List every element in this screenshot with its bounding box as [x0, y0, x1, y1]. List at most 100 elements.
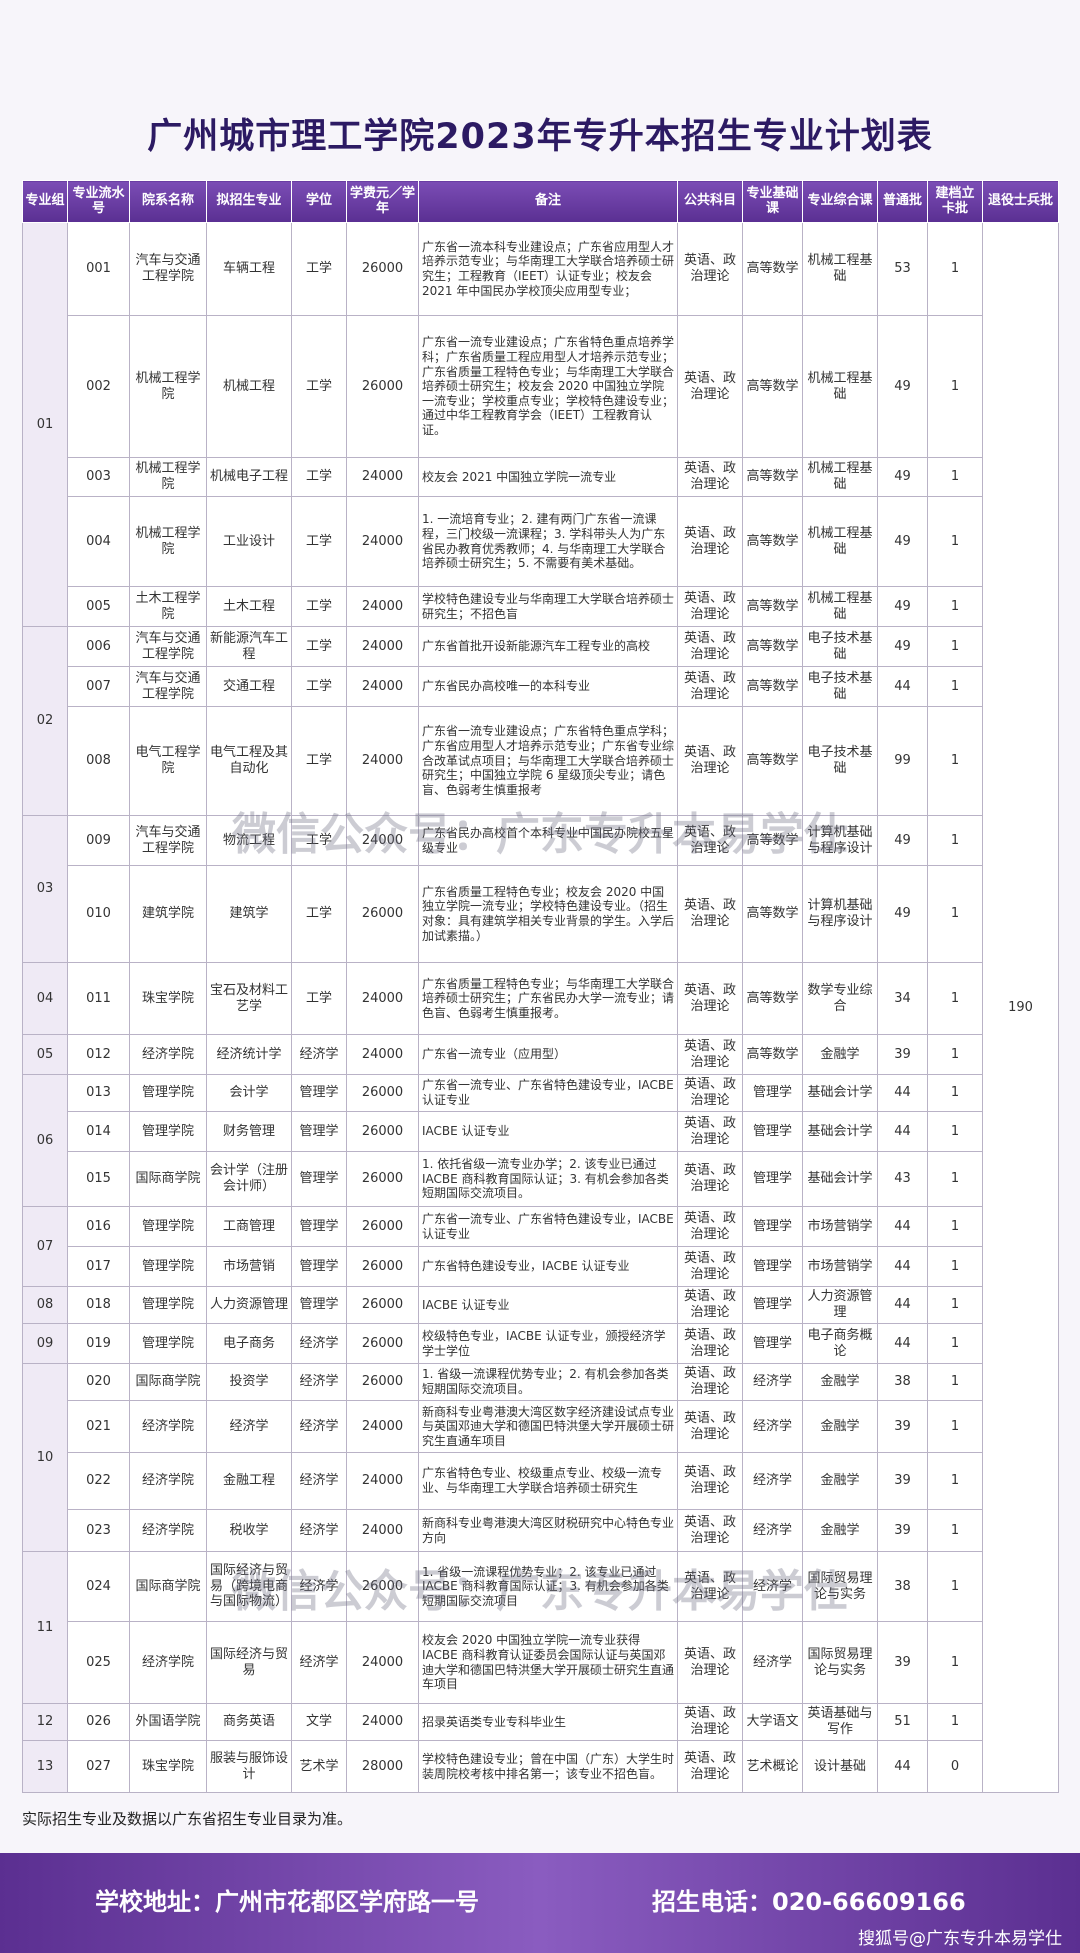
- group-cell: 02: [22, 626, 68, 816]
- public-subject-cell: 英语、政治理论: [677, 457, 743, 497]
- degree-cell: 工学: [291, 626, 347, 667]
- serial-cell: 014: [67, 1111, 130, 1152]
- fee-cell: 26000: [346, 1323, 419, 1364]
- comprehensive-course-cell: 电子商务概论: [802, 1323, 878, 1364]
- public-subject-cell: 英语、政治理论: [677, 1286, 743, 1324]
- regular-quota-cell: 44: [877, 1323, 928, 1364]
- major-cell: 税收学: [206, 1509, 292, 1552]
- source: 搜狐号@广东专升本易学仕: [858, 1929, 1062, 1949]
- major-cell: 新能源汽车工程: [206, 626, 292, 667]
- major-cell: 国际经济与贸易: [206, 1621, 292, 1704]
- poverty-quota-cell: 1: [927, 1363, 983, 1401]
- public-subject-cell: 英语、政治理论: [677, 1400, 743, 1453]
- basic-course-cell: 经济学: [742, 1551, 803, 1622]
- regular-quota-cell: 53: [877, 222, 928, 316]
- public-subject-cell: 英语、政治理论: [677, 1206, 743, 1247]
- poverty-quota-cell: 1: [927, 1703, 983, 1741]
- major-cell: 市场营销: [206, 1246, 292, 1287]
- degree-cell: 文学: [291, 1703, 347, 1741]
- column-header: 专业流水号: [67, 180, 130, 223]
- serial-cell: 021: [67, 1400, 130, 1453]
- table-row: 007 汽车与交通工程学院 交通工程 工学 24000 广东省民办高校唯一的本科专业 英语、…: [23, 666, 1059, 707]
- basic-course-cell: 高等数学: [742, 222, 803, 316]
- regular-quota-cell: 44: [877, 1074, 928, 1112]
- group-cell: 11: [22, 1551, 68, 1704]
- poverty-quota-cell: 1: [927, 222, 983, 316]
- major-cell: 土木工程: [206, 586, 292, 627]
- table-row: 13 027 珠宝学院 服装与服饰设计 艺术学 28000 学校特色建设专业；曾在中国（广东…: [22, 1740, 1059, 1793]
- department-cell: 国际商学院: [129, 1363, 207, 1401]
- footnote: 实际招生专业及数据以广东省招生专业目录为准。: [22, 1810, 353, 1828]
- fee-cell: 26000: [346, 1551, 419, 1622]
- degree-cell: 工学: [291, 315, 347, 458]
- comprehensive-course-cell: 机械工程基础: [802, 315, 878, 458]
- note-cell: 广东省一流本科专业建设点；广东省应用型人才培养示范专业；与华南理工大学联合培养硕…: [418, 222, 678, 316]
- major-cell: 会计学: [206, 1074, 292, 1112]
- regular-quota-cell: 34: [877, 962, 928, 1035]
- regular-quota-cell: 99: [877, 706, 928, 816]
- regular-quota-cell: 49: [877, 865, 928, 963]
- degree-cell: 经济学: [291, 1551, 347, 1622]
- department-cell: 土木工程学院: [129, 586, 207, 627]
- column-header: 专业组: [22, 180, 68, 223]
- veteran-cell: 190: [982, 222, 1059, 1793]
- regular-quota-cell: 39: [877, 1452, 928, 1510]
- note-cell: 招录英语类专业专科毕业生: [418, 1703, 678, 1741]
- fee-cell: 26000: [346, 1074, 419, 1112]
- comprehensive-course-cell: 电子技术基础: [802, 706, 878, 816]
- fee-cell: 24000: [346, 1452, 419, 1510]
- degree-cell: 工学: [291, 666, 347, 707]
- basic-course-cell: 经济学: [742, 1400, 803, 1453]
- serial-cell: 018: [67, 1286, 130, 1324]
- serial-cell: 026: [67, 1703, 130, 1741]
- group-cell: 06: [22, 1074, 68, 1207]
- table-row: 015 国际商学院 会计学（注册会计师） 管理学 26000 1. 依托省级一流专业办学；…: [23, 1151, 1059, 1207]
- degree-cell: 艺术学: [291, 1740, 347, 1793]
- degree-cell: 工学: [291, 586, 347, 627]
- degree-cell: 工学: [291, 706, 347, 816]
- comprehensive-course-cell: 金融学: [802, 1363, 878, 1401]
- serial-cell: 019: [67, 1323, 130, 1364]
- note-cell: 校友会 2020 中国独立学院一流专业获得 IACBE 商科教育认证委员会国际认…: [418, 1621, 678, 1704]
- note-cell: 广东省质量工程特色专业；与华南理工大学联合培养硕士研究生；广东省民办大学一流专业…: [418, 962, 678, 1035]
- fee-cell: 24000: [346, 1621, 419, 1704]
- note-cell: 广东省一流专业建设点；广东省特色重点学科；广东省应用型人才培养示范专业；广东省专…: [418, 706, 678, 816]
- major-cell: 商务英语: [206, 1703, 292, 1741]
- note-cell: 广东省民办高校唯一的本科专业: [418, 666, 678, 707]
- note-cell: 1. 一流培育专业；2. 建有两门广东省一流课程，三门校级一流课程；3. 学科带…: [418, 496, 678, 587]
- fee-cell: 24000: [346, 706, 419, 816]
- public-subject-cell: 英语、政治理论: [677, 706, 743, 816]
- department-cell: 汽车与交通工程学院: [129, 815, 207, 866]
- group-cell: 05: [22, 1034, 68, 1075]
- column-header: 专业综合课: [802, 180, 878, 223]
- serial-cell: 007: [67, 666, 130, 707]
- public-subject-cell: 英语、政治理论: [677, 1703, 743, 1741]
- poverty-quota-cell: 1: [927, 496, 983, 587]
- department-cell: 汽车与交通工程学院: [129, 626, 207, 667]
- note-cell: 广东省特色专业、校级重点专业、校级一流专业、与华南理工大学联合培养硕士研究生: [418, 1452, 678, 1510]
- public-subject-cell: 英语、政治理论: [677, 1551, 743, 1622]
- note-cell: 广东省一流专业、广东省特色建设专业，IACBE 认证专业: [418, 1206, 678, 1247]
- poverty-quota-cell: 1: [927, 1452, 983, 1510]
- comprehensive-course-cell: 市场营销学: [802, 1206, 878, 1247]
- public-subject-cell: 英语、政治理论: [677, 1740, 743, 1793]
- basic-course-cell: 高等数学: [742, 706, 803, 816]
- regular-quota-cell: 39: [877, 1034, 928, 1075]
- fee-cell: 24000: [346, 626, 419, 667]
- fee-cell: 24000: [346, 666, 419, 707]
- fee-cell: 26000: [346, 222, 419, 316]
- regular-quota-cell: 44: [877, 1246, 928, 1287]
- public-subject-cell: 英语、政治理论: [677, 962, 743, 1035]
- group-cell: 09: [22, 1323, 68, 1364]
- footer-band: [0, 1853, 1080, 1953]
- note-cell: 广东省首批开设新能源汽车工程专业的高校: [418, 626, 678, 667]
- regular-quota-cell: 49: [877, 626, 928, 667]
- major-cell: 机械工程: [206, 315, 292, 458]
- major-cell: 服装与服饰设计: [206, 1740, 292, 1793]
- major-cell: 会计学（注册会计师）: [206, 1151, 292, 1207]
- comprehensive-course-cell: 国际贸易理论与实务: [802, 1621, 878, 1704]
- comprehensive-course-cell: 计算机基础与程序设计: [802, 815, 878, 866]
- poverty-quota-cell: 1: [927, 1286, 983, 1324]
- department-cell: 电气工程学院: [129, 706, 207, 816]
- table-row: 010 建筑学院 建筑学 工学 26000 广东省质量工程特色专业；校友会 2020 中国…: [23, 865, 1059, 963]
